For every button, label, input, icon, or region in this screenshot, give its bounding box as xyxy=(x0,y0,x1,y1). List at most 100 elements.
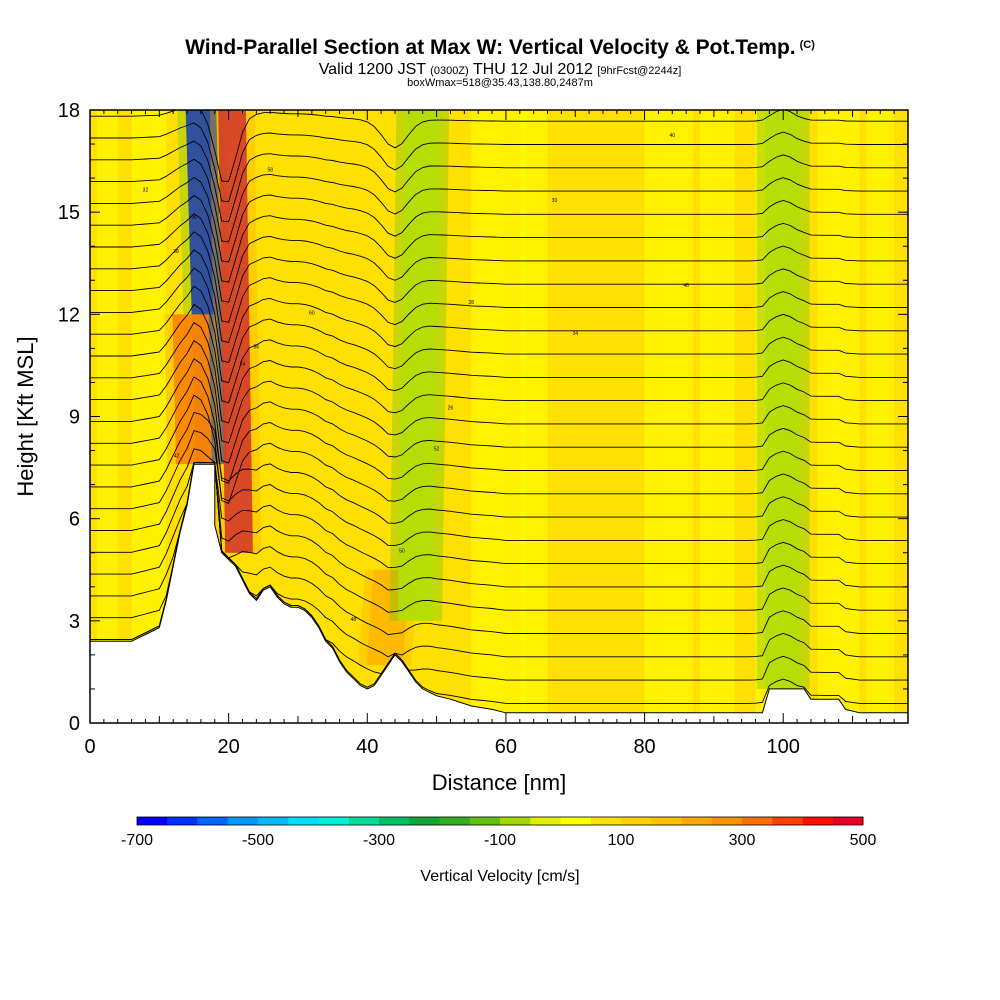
colorbar-tick-label: 100 xyxy=(608,832,635,849)
isentrope-line xyxy=(90,285,908,384)
colorbar-frame xyxy=(136,816,864,826)
y-tick-label: 3 xyxy=(69,611,80,633)
field-band-0 xyxy=(96,110,118,723)
isentrope-line xyxy=(90,321,908,424)
isentrope-label: 32 xyxy=(143,188,149,194)
chart-subtitle: Valid 1200 JST (0300Z) THU 12 Jul 2012 [… xyxy=(0,61,1000,80)
colorbar-bin xyxy=(742,817,773,825)
field-band-8 xyxy=(866,110,895,723)
isentrope-label: 26 xyxy=(448,406,454,412)
isentrope-line xyxy=(90,122,908,203)
isentrope-line xyxy=(90,376,908,484)
colorbar-bin xyxy=(530,817,561,825)
colorbar-bin xyxy=(590,817,622,825)
isentrope-label: 38 xyxy=(173,249,179,255)
copyright-mark: (C) xyxy=(799,39,815,51)
colorbar-bin xyxy=(469,817,501,825)
isentrope-label: 42 xyxy=(174,453,180,459)
isentrope-line xyxy=(90,140,908,223)
isentrope-line xyxy=(90,176,908,263)
colorbar-bin xyxy=(288,817,319,825)
field-band-7 xyxy=(817,110,860,723)
valid-date: THU 12 Jul 2012 xyxy=(472,61,593,78)
isentrope-label: 40 xyxy=(670,133,676,139)
feature-trapped-wave xyxy=(765,110,802,689)
forecast-info: [9hrFcst@2244z] xyxy=(597,65,682,77)
colorbar-bin xyxy=(227,817,259,825)
field-band-2 xyxy=(471,110,527,723)
isentrope-line xyxy=(90,303,908,404)
colorbar-bin xyxy=(651,817,682,825)
colorbar-bin xyxy=(832,817,864,825)
y-axis-label: Height [Kft MSL] xyxy=(13,336,38,496)
colorbar-bin xyxy=(379,817,410,825)
colorbar-bin xyxy=(439,817,471,825)
colorbar-tick-label: -300 xyxy=(363,832,395,849)
isentrope-label: 60 xyxy=(309,310,315,316)
colorbar-bin xyxy=(167,817,198,825)
isentrope-line xyxy=(90,430,908,546)
isentrope-line xyxy=(90,231,908,323)
isentrope-line xyxy=(90,462,908,591)
isentrope-label: 46 xyxy=(683,283,689,289)
chart-title: Wind-Parallel Section at Max W: Vertical… xyxy=(0,36,1000,60)
colorbar-bin xyxy=(318,817,350,825)
isentrope-label: 36 xyxy=(191,215,197,221)
isentrope-label: 58 xyxy=(267,167,273,173)
isentrope-line xyxy=(90,339,908,444)
y-tick-label: 18 xyxy=(58,100,80,122)
isentrope-line xyxy=(90,213,908,303)
x-tick-label: 80 xyxy=(633,736,655,758)
feature-halo-2 xyxy=(164,314,221,465)
colorbar-label: Vertical Velocity [cm/s] xyxy=(420,868,579,885)
isentrope-label: 30 xyxy=(552,198,558,204)
colorbar-bin xyxy=(772,817,803,825)
isentrope-label: 54 xyxy=(240,361,246,367)
isentrope-line xyxy=(90,249,908,344)
isentrope-line xyxy=(90,394,908,504)
field-band-5 xyxy=(700,110,735,723)
colorbar-tick-label: 300 xyxy=(729,832,756,849)
colorbar-bin xyxy=(348,817,380,825)
valid-prefix: Valid 1200 JST xyxy=(318,61,426,78)
y-tick-label: 6 xyxy=(69,509,80,531)
isentrope-line xyxy=(90,462,908,613)
x-tick-label: 100 xyxy=(767,736,800,758)
colorbar-tick-label: -500 xyxy=(242,832,274,849)
isentrope-line xyxy=(90,110,908,182)
colorbar-bin xyxy=(621,817,652,825)
isentrope-label: 34 xyxy=(572,331,578,337)
x-tick-label: 40 xyxy=(356,736,378,758)
y-tick-label: 9 xyxy=(69,407,80,429)
terrain-profile xyxy=(90,463,908,723)
colorbar-tick-label: 500 xyxy=(850,832,877,849)
field-band-4 xyxy=(644,110,694,723)
feature-updraft-flank xyxy=(172,314,213,465)
colorbar-bin xyxy=(409,817,440,825)
field-band-3 xyxy=(519,110,548,723)
colorbar-bin xyxy=(711,817,743,825)
colorbar-tick-label: -100 xyxy=(484,832,516,849)
isentrope-label: 52 xyxy=(434,447,440,453)
colorbar-bin xyxy=(802,817,834,825)
feature-halo-5 xyxy=(756,110,810,689)
isentrope-line xyxy=(90,267,908,364)
isentrope-label: 56 xyxy=(254,344,260,350)
colorbar-bin xyxy=(681,817,713,825)
isentrope-line xyxy=(90,194,908,283)
y-tick-label: 15 xyxy=(58,202,80,224)
colorbar-bin xyxy=(500,817,531,825)
y-tick-label: 12 xyxy=(58,304,80,326)
isentrope-line xyxy=(90,158,908,243)
y-tick-label: 0 xyxy=(69,713,80,735)
boxmax-info: boxWmax=518@35.43,138.80,2487m xyxy=(407,77,593,89)
isentrope-line xyxy=(90,448,908,569)
chart-title-text: Wind-Parallel Section at Max W: Vertical… xyxy=(185,36,796,59)
colorbar-bin xyxy=(560,817,592,825)
colorbar-tick-label: -700 xyxy=(121,832,153,849)
isentrope-label: 50 xyxy=(399,549,405,555)
isentrope-line xyxy=(90,358,908,464)
isentrope-label: 28 xyxy=(468,300,474,306)
feature-halo-4 xyxy=(389,110,450,621)
